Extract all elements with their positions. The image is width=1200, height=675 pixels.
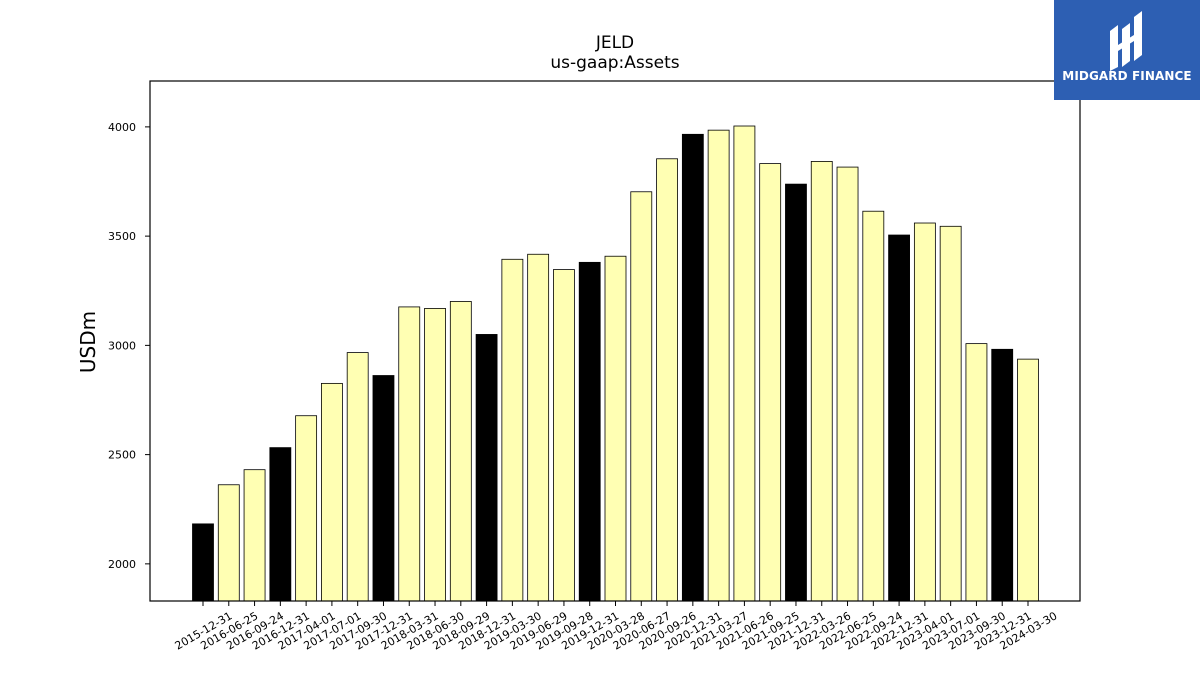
bar-2019-12-31 [578, 261, 601, 602]
bar-2023-09-30 [965, 343, 988, 602]
bar-2018-09-29 [449, 301, 472, 602]
bar-2020-06-27 [630, 191, 653, 602]
bar-2019-09-28 [553, 269, 575, 602]
bar-2021-12-31 [785, 183, 807, 602]
y-tick-label: 4000 [108, 121, 136, 134]
bar-2018-06-30 [424, 308, 446, 602]
bar-2019-06-29 [527, 253, 550, 602]
bar-2020-09-26 [656, 158, 678, 602]
y-tick-label: 2500 [108, 449, 136, 462]
bar-2016-12-31 [269, 447, 292, 602]
bar-2022-12-31 [888, 234, 910, 602]
y-tick-label: 3500 [108, 230, 136, 243]
bar-2023-07-01 [939, 225, 962, 602]
bar-2022-06-25 [836, 166, 859, 602]
y-tick-label: 3000 [108, 339, 136, 352]
x-axis: 2015-12-312016-06-252016-09-242016-12-31… [173, 601, 1060, 653]
bar-2016-06-25 [217, 484, 240, 602]
bar-2022-03-26 [810, 161, 833, 602]
bar-2024-03-30 [1017, 358, 1039, 602]
bar-2021-06-26 [733, 125, 756, 602]
bar-2018-12-31 [475, 334, 498, 602]
y-axis-label: USDm [76, 311, 100, 373]
logo-text: MIDGARD FINANCE [1062, 69, 1192, 83]
bar-2017-04-01 [295, 415, 318, 602]
plot-frame [149, 80, 1081, 602]
bar-2021-09-25 [759, 163, 782, 602]
bars-group [192, 125, 1039, 602]
chart-title: JELD [595, 33, 634, 53]
bar-2020-12-31 [681, 133, 704, 602]
chart-subtitle: us-gaap:Assets [550, 53, 679, 73]
bar-2023-12-31 [991, 348, 1014, 602]
y-tick-label: 2000 [108, 558, 136, 571]
bar-2018-03-31 [398, 306, 421, 602]
y-axis: 2000 2500 3000 3500 4000 [108, 121, 150, 571]
bar-2017-07-01 [321, 382, 343, 602]
bar-2021-03-27 [707, 129, 730, 602]
bar-2022-09-24 [862, 210, 885, 602]
bar-2020-03-28 [604, 255, 627, 602]
bar-2023-04-01 [913, 222, 936, 602]
bar-2017-09-30 [346, 352, 369, 602]
bar-2015-12-31 [192, 523, 214, 602]
bar-2019-03-30 [501, 258, 524, 602]
midgard-finance-logo: MIDGARD FINANCE [1054, 0, 1200, 100]
bar-2016-09-24 [243, 469, 266, 602]
midgard-logo-icon [1110, 11, 1142, 71]
bar-2017-12-31 [372, 375, 395, 602]
